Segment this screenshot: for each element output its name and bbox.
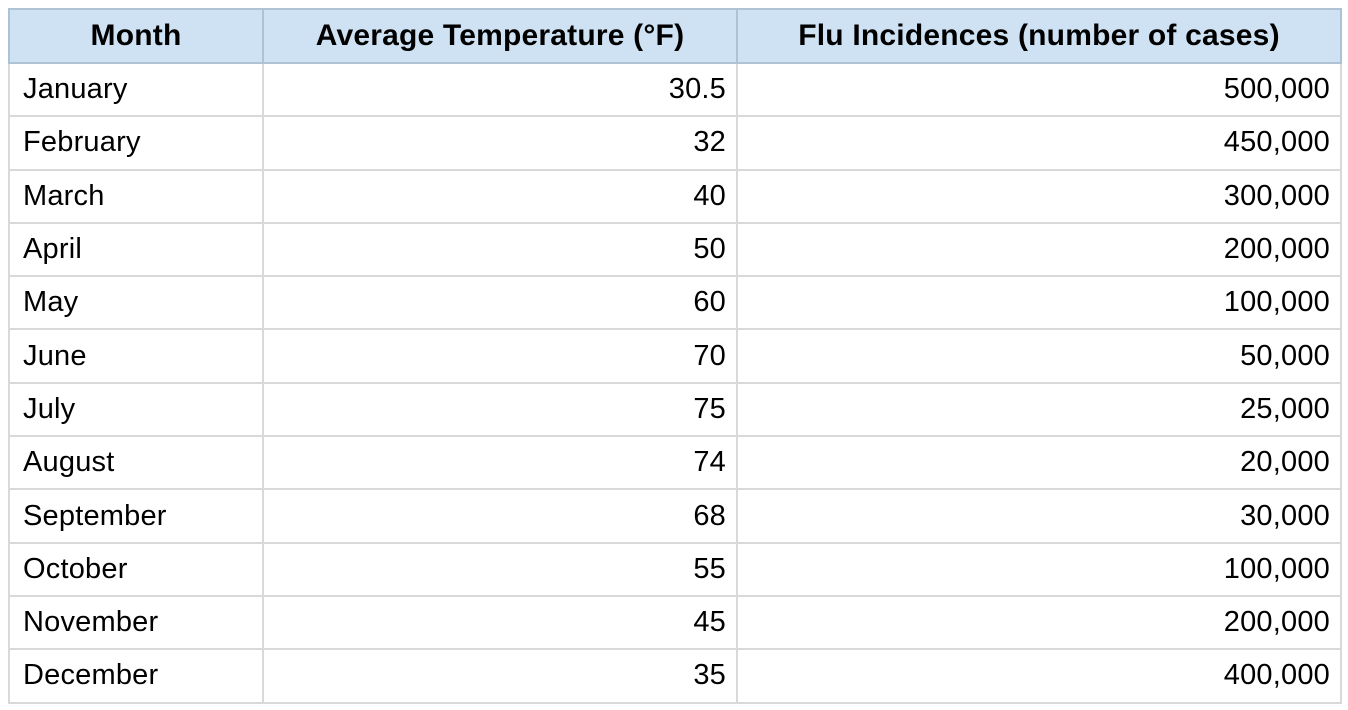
table-row: June 70 50,000 <box>8 328 1342 384</box>
table-row: October 55 100,000 <box>8 541 1342 597</box>
table-row: January 30.5 500,000 <box>8 61 1342 118</box>
table-row: May 60 100,000 <box>8 275 1342 331</box>
temperature-cell: 75 <box>262 381 738 438</box>
month-cell: May <box>8 275 264 331</box>
month-cell: April <box>8 221 264 278</box>
temperature-cell: 32 <box>262 115 738 171</box>
temperature-cell: 40 <box>262 168 738 224</box>
header-month: Month <box>8 8 264 64</box>
temperature-cell: 45 <box>262 594 738 651</box>
flu-incidences-cell: 50,000 <box>736 328 1342 384</box>
temperature-cell: 30.5 <box>262 61 738 118</box>
table-header: Month Average Temperature (°F) Flu Incid… <box>8 8 1342 64</box>
flu-incidences-cell: 400,000 <box>736 648 1342 704</box>
temperature-cell: 74 <box>262 435 738 491</box>
table-row: April 50 200,000 <box>8 221 1342 278</box>
temperature-cell: 35 <box>262 648 738 704</box>
month-cell: November <box>8 594 264 651</box>
header-average-temperature: Average Temperature (°F) <box>262 8 738 64</box>
flu-incidences-cell: 500,000 <box>736 61 1342 118</box>
flu-incidences-cell: 200,000 <box>736 221 1342 278</box>
table-row: December 35 400,000 <box>8 648 1342 704</box>
header-row: Month Average Temperature (°F) Flu Incid… <box>8 8 1342 64</box>
flu-incidences-cell: 300,000 <box>736 168 1342 224</box>
table-row: September 68 30,000 <box>8 488 1342 544</box>
table-row: February 32 450,000 <box>8 115 1342 171</box>
month-cell: June <box>8 328 264 384</box>
month-cell: January <box>8 61 264 118</box>
temperature-cell: 55 <box>262 541 738 597</box>
header-flu-incidences: Flu Incidences (number of cases) <box>736 8 1342 64</box>
month-cell: July <box>8 381 264 438</box>
month-cell: December <box>8 648 264 704</box>
month-cell: September <box>8 488 264 544</box>
month-cell: August <box>8 435 264 491</box>
flu-incidences-cell: 20,000 <box>736 435 1342 491</box>
month-cell: March <box>8 168 264 224</box>
temperature-cell: 60 <box>262 275 738 331</box>
table-row: March 40 300,000 <box>8 168 1342 224</box>
month-cell: October <box>8 541 264 597</box>
flu-incidences-cell: 100,000 <box>736 275 1342 331</box>
temperature-cell: 70 <box>262 328 738 384</box>
table-row: November 45 200,000 <box>8 594 1342 651</box>
temperature-cell: 50 <box>262 221 738 278</box>
flu-incidences-cell: 450,000 <box>736 115 1342 171</box>
flu-incidences-cell: 100,000 <box>736 541 1342 597</box>
temperature-cell: 68 <box>262 488 738 544</box>
flu-incidences-cell: 25,000 <box>736 381 1342 438</box>
flu-incidences-cell: 200,000 <box>736 594 1342 651</box>
table-body: January 30.5 500,000 February 32 450,000 March… <box>8 61 1342 704</box>
table-row: August 74 20,000 <box>8 435 1342 491</box>
flu-temperature-table: Month Average Temperature (°F) Flu Incid… <box>8 8 1342 704</box>
table-row: July 75 25,000 <box>8 381 1342 438</box>
flu-incidences-cell: 30,000 <box>736 488 1342 544</box>
month-cell: February <box>8 115 264 171</box>
